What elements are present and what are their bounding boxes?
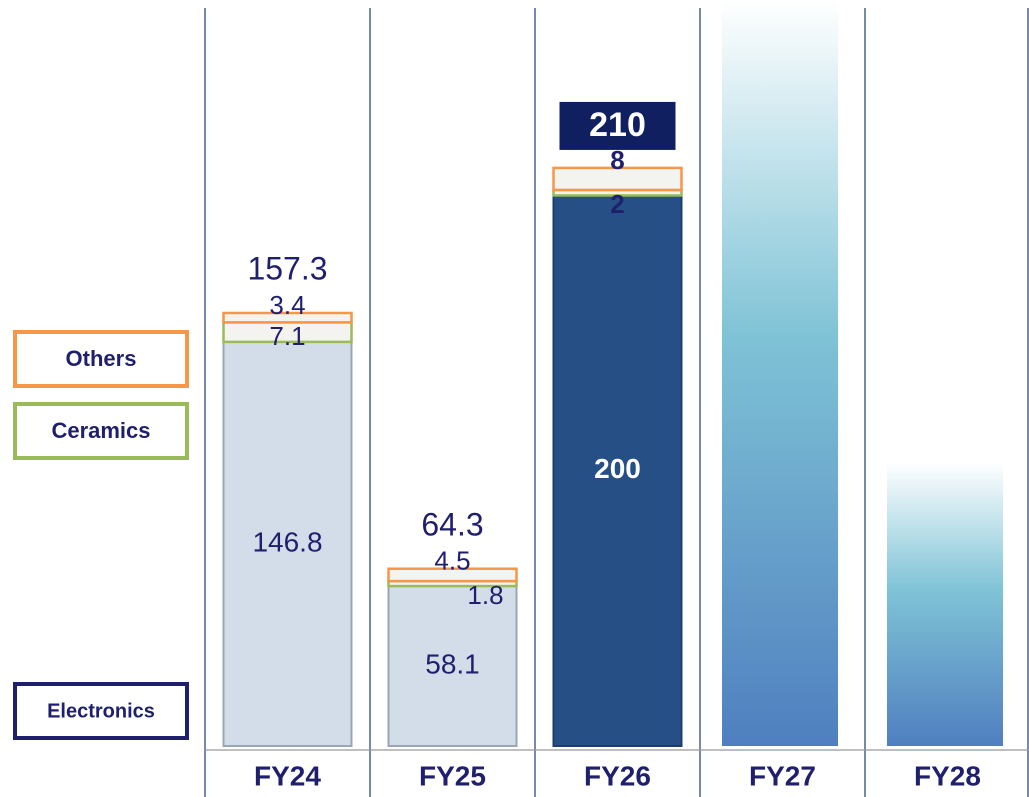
- bar-segment: [222, 311, 353, 324]
- total-label: 210: [589, 106, 646, 144]
- legend-label: Electronics: [47, 700, 155, 722]
- data-label: 8: [610, 145, 624, 175]
- x-tick-label: FY28: [914, 760, 981, 791]
- total-box: [559, 101, 676, 150]
- data-label: 146.8: [252, 526, 322, 557]
- x-tick-label: FY27: [749, 760, 816, 791]
- bar-segment: [552, 194, 683, 748]
- total-label: 157.3: [247, 250, 327, 286]
- legend-box: [13, 682, 189, 740]
- legend-box: [13, 402, 189, 460]
- legend-label: Others: [66, 346, 137, 371]
- bar-segment: [552, 166, 683, 192]
- data-label: 58.1: [425, 648, 480, 679]
- x-tick-label: FY25: [419, 760, 486, 791]
- bar-segment: [222, 340, 353, 747]
- data-label: 1.8: [467, 580, 503, 610]
- data-label: 200: [594, 453, 641, 484]
- data-label: 4.5: [434, 546, 470, 576]
- bar-segment: [387, 567, 518, 583]
- legend-box: [13, 330, 189, 388]
- data-label: 2: [610, 189, 624, 219]
- legend-label: Ceramics: [51, 418, 150, 443]
- total-label: 64.3: [421, 506, 483, 542]
- separators: [204, 8, 1029, 797]
- data-label: 7.1: [269, 321, 305, 351]
- data-label: 3.4: [269, 290, 305, 320]
- placeholder-bar: [887, 462, 1003, 746]
- x-tick-label: FY24: [254, 760, 321, 791]
- x-tick-label: FY26: [584, 760, 651, 791]
- placeholder-bar: [722, 0, 838, 746]
- bar-segment: [387, 585, 518, 747]
